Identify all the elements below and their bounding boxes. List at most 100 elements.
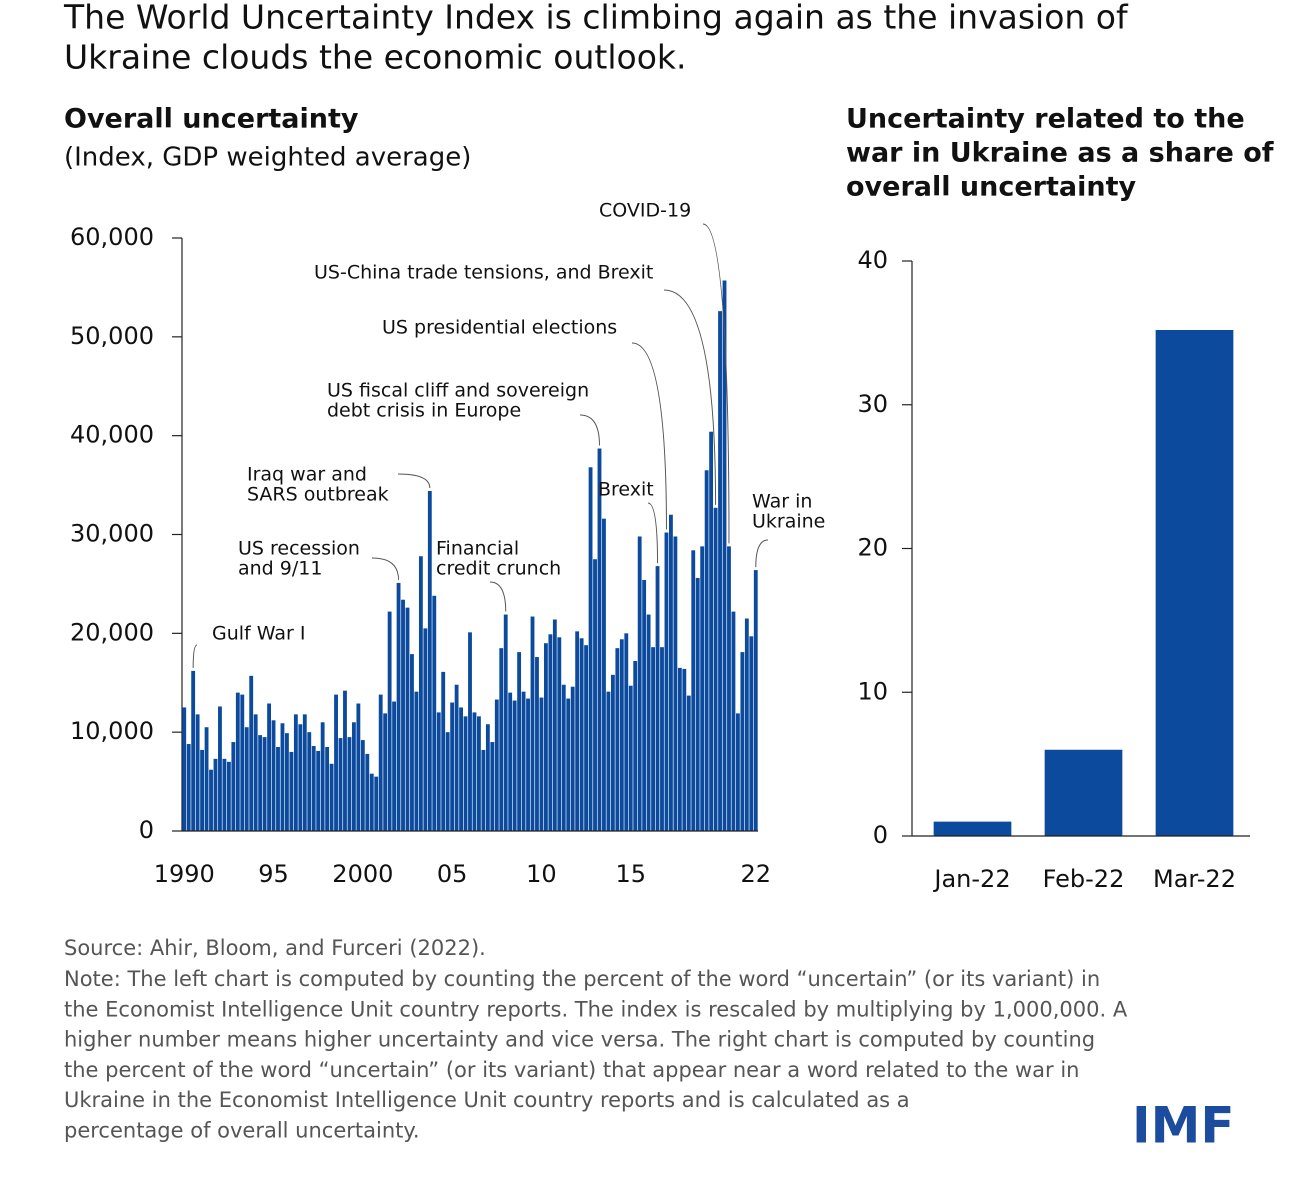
bar — [709, 431, 714, 831]
annotation: COVID-19 — [599, 200, 691, 222]
bar — [191, 670, 196, 831]
bar — [660, 647, 664, 831]
bar — [204, 727, 209, 831]
annotation: War in — [752, 491, 812, 513]
bar — [535, 657, 539, 831]
bar — [311, 746, 316, 831]
right-title: war in Ukraine as a share of — [846, 138, 1274, 169]
bar — [735, 713, 740, 831]
leader-line — [702, 223, 730, 544]
bar — [226, 761, 231, 831]
bar — [933, 821, 1012, 836]
bar — [325, 746, 330, 831]
bar — [401, 599, 405, 831]
bar — [231, 742, 236, 831]
bar — [700, 546, 705, 831]
x-tick-label: 22 — [740, 860, 771, 888]
x-tick-label: Mar-22 — [1153, 865, 1236, 893]
bar — [450, 702, 455, 831]
bar — [298, 724, 303, 831]
bar — [374, 776, 379, 831]
source: Source: Ahir, Bloom, and Furceri (2022). — [64, 936, 486, 960]
bar — [244, 727, 249, 831]
bar — [704, 470, 709, 831]
note-line: percentage of overall uncertainty. — [64, 1119, 420, 1143]
bar — [655, 566, 660, 831]
note-line: the Economist Intelligence Unit country … — [64, 997, 1128, 1021]
leader-line — [192, 644, 198, 668]
bar — [472, 712, 477, 831]
bar — [722, 280, 727, 832]
y-tick-label: 50,000 — [70, 322, 154, 350]
bar — [651, 647, 655, 831]
bar — [378, 694, 383, 831]
annotation: Financial — [436, 538, 519, 560]
title-line: The World Uncertainty Index is climbing … — [63, 0, 1129, 37]
annotation: US-China trade tensions, and Brexit — [314, 262, 653, 284]
bar — [436, 712, 441, 831]
bar — [454, 684, 459, 831]
bar — [338, 738, 343, 831]
logo: IMF — [1132, 1097, 1235, 1155]
annotation: SARS outbreak — [247, 484, 389, 506]
annotation: US fiscal cliff and sovereign — [327, 380, 589, 402]
bar — [459, 707, 463, 831]
bar — [731, 611, 736, 831]
y-tick-label: 20,000 — [70, 618, 154, 646]
bar — [387, 611, 392, 831]
bar — [543, 643, 548, 831]
bar — [293, 714, 298, 831]
leader-line — [755, 539, 769, 568]
bar — [727, 546, 731, 831]
bar — [432, 595, 437, 831]
bar — [575, 631, 580, 831]
bar — [468, 632, 472, 831]
bar — [222, 758, 227, 831]
bar — [343, 690, 347, 831]
bar — [753, 570, 758, 831]
x-tick-label: 05 — [437, 860, 468, 888]
bar — [606, 691, 611, 831]
bar — [552, 619, 557, 831]
annotation: US presidential elections — [382, 317, 617, 339]
bar — [356, 703, 361, 831]
bar — [503, 614, 508, 831]
bar — [619, 639, 624, 831]
bar — [566, 698, 571, 831]
bar — [405, 607, 410, 831]
bar — [691, 550, 696, 831]
note-line: the percent of the word “uncertain” (or … — [64, 1058, 1079, 1082]
annotation: Brexit — [598, 479, 654, 501]
bar — [383, 713, 388, 831]
bar — [307, 732, 312, 831]
bar — [186, 744, 191, 831]
bar — [445, 732, 450, 831]
annotation: US recession — [238, 538, 360, 560]
right-title: Uncertainty related to the — [846, 104, 1245, 135]
leader-line — [489, 581, 507, 612]
bar — [271, 720, 276, 831]
bar — [597, 448, 602, 831]
bar — [686, 695, 691, 831]
bar — [285, 733, 289, 831]
bar — [615, 648, 620, 831]
bar — [195, 714, 200, 831]
bar — [526, 698, 530, 831]
bar — [561, 684, 566, 831]
bar — [276, 746, 280, 831]
leader-line — [647, 502, 659, 564]
bar — [517, 652, 522, 831]
bar — [218, 706, 222, 831]
bar — [418, 556, 423, 831]
bar — [320, 722, 325, 831]
y-tick-label: 20 — [857, 534, 888, 562]
bar — [258, 735, 263, 831]
bar — [494, 699, 499, 831]
bar — [280, 723, 285, 831]
bar — [316, 750, 321, 831]
bar — [557, 637, 562, 831]
y-tick-label: 60,000 — [70, 223, 154, 251]
leader-line — [663, 289, 717, 505]
leader-line — [631, 342, 667, 530]
